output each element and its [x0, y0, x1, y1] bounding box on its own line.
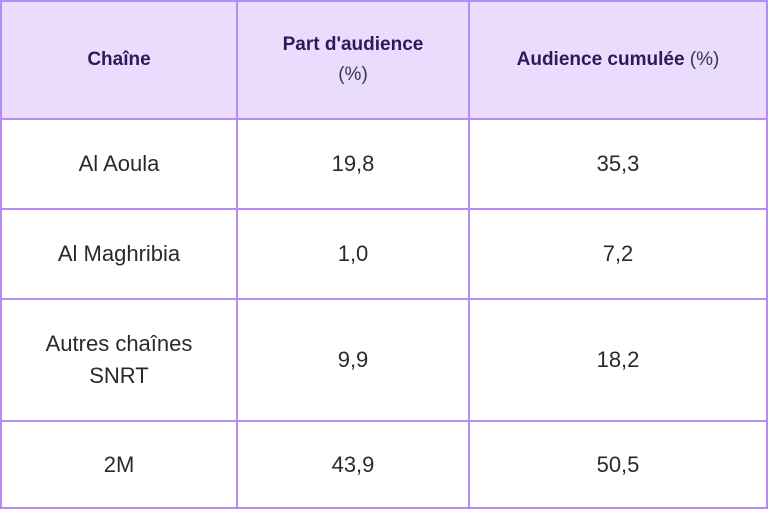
cell-chaine: 2M [0, 420, 238, 509]
header-chaine-label: Chaîne [87, 49, 151, 70]
cell-chaine-line-1: Autres chaînes [45, 331, 193, 356]
cell-part: 1,0 [236, 208, 470, 300]
header-chaine: Chaîne [0, 0, 238, 120]
header-part-audience-unit: (%) [338, 64, 368, 85]
cell-cumulee: 18,2 [468, 298, 768, 422]
cell-cumulee: 50,5 [468, 420, 768, 509]
table-row: Al Aoula 19,8 35,3 [0, 118, 768, 210]
header-part-audience: Part d'audience (%) [236, 0, 470, 120]
table-row: Al Maghribia 1,0 7,2 [0, 208, 768, 300]
cell-part: 19,8 [236, 118, 470, 210]
cell-chaine: Autres chaînes SNRT [0, 298, 238, 422]
table-row: 2M 43,9 50,5 [0, 420, 768, 509]
table-header-row: Chaîne Part d'audience (%) Audience cumu… [0, 0, 768, 120]
cell-chaine-line-2: SNRT [89, 363, 149, 388]
cell-chaine: Al Aoula [0, 118, 238, 210]
cell-part: 43,9 [236, 420, 470, 509]
table-row: Autres chaînes SNRT 9,9 18,2 [0, 298, 768, 422]
header-audience-cumulee: Audience cumulée (%) [468, 0, 768, 120]
header-audience-cumulee-unit: (%) [689, 49, 720, 70]
cell-part: 9,9 [236, 298, 470, 422]
header-audience-cumulee-label: Audience cumulée [516, 49, 685, 70]
cell-cumulee: 35,3 [468, 118, 768, 210]
cell-chaine: Al Maghribia [0, 208, 238, 300]
header-part-audience-label: Part d'audience [282, 34, 424, 55]
cell-cumulee: 7,2 [468, 208, 768, 300]
